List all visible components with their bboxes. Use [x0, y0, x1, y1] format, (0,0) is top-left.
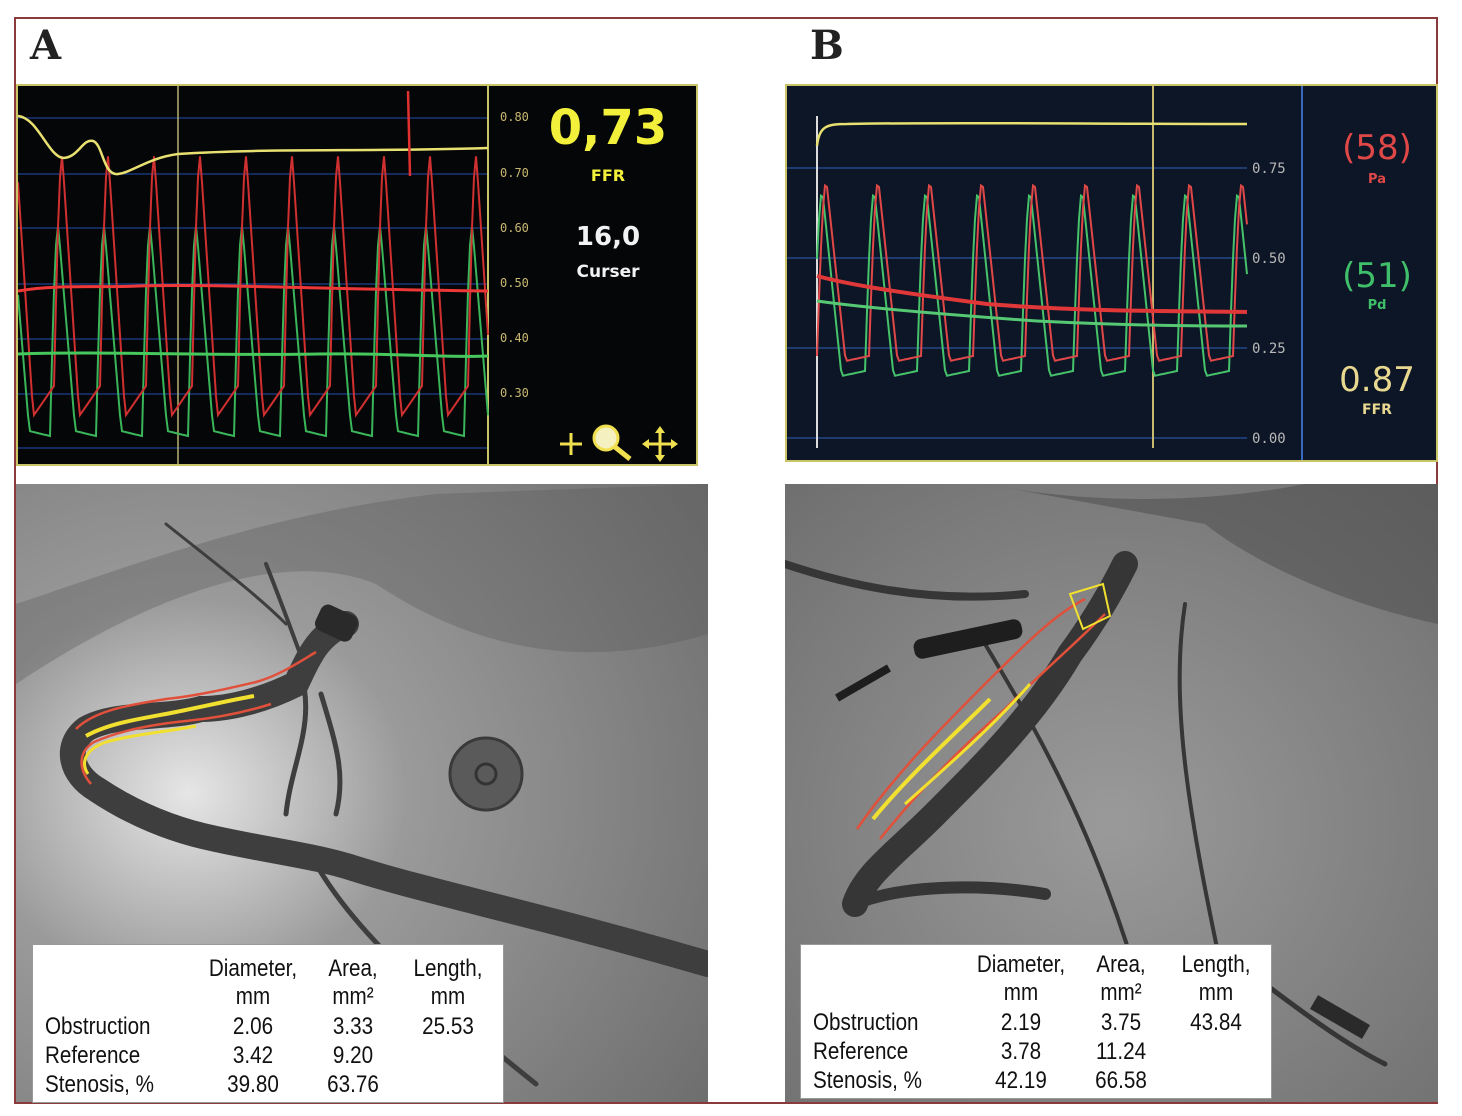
pd-value: (51) — [1342, 256, 1412, 296]
panel-a-label: A — [30, 22, 62, 69]
stenosis-area: 66.58 — [1095, 1067, 1147, 1094]
zoom-icon[interactable] — [590, 422, 634, 462]
row-label-obstruction: Obstruction — [45, 1013, 151, 1040]
obstruction-area: 3.33 — [332, 1013, 374, 1040]
row-label-stenosis: Stenosis, % — [813, 1067, 922, 1094]
row-label-reference: Reference — [813, 1038, 909, 1065]
header-length: Length, — [413, 955, 483, 982]
header-area: Area, — [328, 955, 378, 982]
tick-label: 0.70 — [500, 166, 529, 180]
qca-table-a: Diameter, mm Area, mm² Length, mm Obstru… — [32, 944, 504, 1103]
pa-value: (58) — [1342, 128, 1412, 168]
move-icon[interactable] — [642, 426, 678, 462]
obstruction-length: 43.84 — [1190, 1009, 1242, 1036]
qca-table-b: Diameter, mm Area, mm² Length, mm Obstru… — [800, 944, 1272, 1099]
tick-label: 0.60 — [500, 221, 529, 235]
row-label-stenosis: Stenosis, % — [45, 1071, 154, 1098]
header-length-unit: mm — [1198, 979, 1234, 1006]
obstruction-area: 3.75 — [1100, 1009, 1142, 1036]
panel-b-label: B — [810, 22, 844, 69]
tick-label: 0.80 — [500, 110, 529, 124]
tick-label: 0.30 — [500, 386, 529, 400]
ffr-value-a: 0,73 — [548, 100, 668, 156]
header-diameter-unit: mm — [235, 983, 271, 1010]
row-label-reference: Reference — [45, 1042, 141, 1069]
header-diameter: Diameter, — [208, 955, 298, 982]
tick-label: 0.00 — [1252, 431, 1286, 447]
pressure-monitor-b: 0.75 0.50 0.25 0.00 (58) Pa (51) Pd 0.87… — [785, 84, 1438, 462]
stenosis-diameter: 42.19 — [995, 1067, 1047, 1094]
tick-label: 0.25 — [1252, 341, 1286, 357]
obstruction-diameter: 2.06 — [232, 1013, 274, 1040]
header-length: Length, — [1181, 951, 1251, 978]
tick-label: 0.50 — [1252, 251, 1286, 267]
ffr-label-b: FFR — [1362, 402, 1392, 418]
row-label-obstruction: Obstruction — [813, 1009, 919, 1036]
tick-label: 0.40 — [500, 331, 529, 345]
pressure-tracing-a — [18, 86, 489, 464]
plus-icon[interactable] — [558, 431, 584, 457]
cursor-value: 16,0 — [575, 222, 641, 252]
reference-area: 9.20 — [332, 1042, 374, 1069]
cursor-label: Curser — [576, 262, 640, 282]
header-area-unit: mm² — [1100, 979, 1142, 1006]
header-diameter-unit: mm — [1003, 979, 1039, 1006]
header-diameter: Diameter, — [976, 951, 1066, 978]
pd-label: Pd — [1367, 298, 1387, 313]
pressure-tracing-b — [787, 86, 1436, 460]
header-area: Area, — [1096, 951, 1146, 978]
tick-label: 0.50 — [500, 276, 529, 290]
reference-diameter: 3.78 — [1000, 1038, 1042, 1065]
obstruction-length: 25.53 — [422, 1013, 474, 1040]
header-length-unit: mm — [430, 983, 466, 1010]
tick-label: 0.75 — [1252, 161, 1286, 177]
stenosis-diameter: 39.80 — [227, 1071, 279, 1098]
header-area-unit: mm² — [332, 983, 374, 1010]
obstruction-diameter: 2.19 — [1000, 1009, 1042, 1036]
reference-area: 11.24 — [1095, 1038, 1147, 1065]
stenosis-area: 63.76 — [327, 1071, 379, 1098]
ffr-value-b: 0.87 — [1339, 360, 1415, 400]
pa-label: Pa — [1368, 172, 1386, 187]
reference-diameter: 3.42 — [232, 1042, 274, 1069]
pressure-monitor-a: 0.80 0.70 0.60 0.50 0.40 0.30 0,73 FFR 1… — [16, 84, 698, 466]
ffr-label-a: FFR — [590, 166, 626, 185]
